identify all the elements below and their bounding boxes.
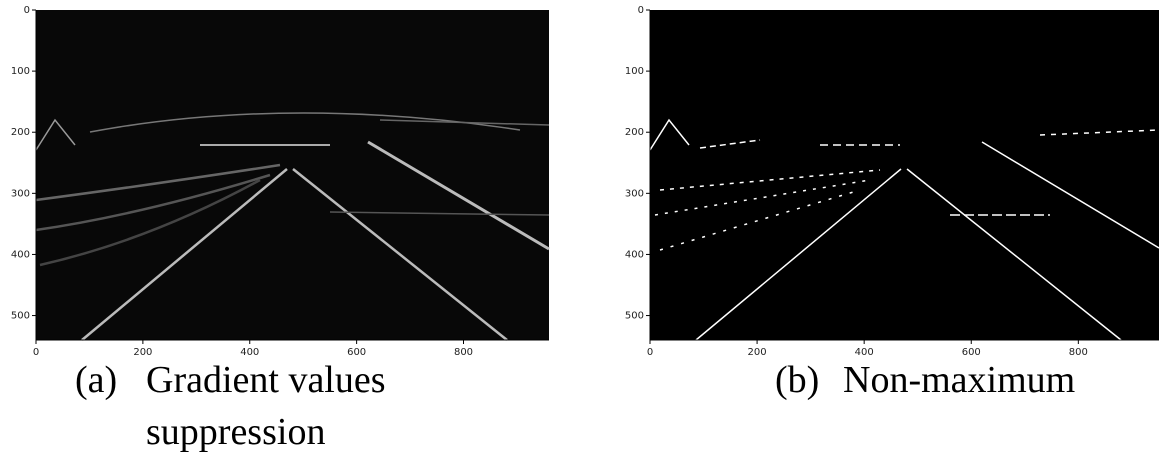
y-tick-label: 400 (625, 249, 644, 260)
image-background (650, 10, 1159, 340)
image-background (36, 10, 549, 340)
y-tick-label: 300 (625, 188, 644, 199)
y-tick-label: 500 (11, 311, 30, 322)
image-b (650, 10, 1159, 340)
figure: (a) Gradient values suppression (b) Non-… (0, 0, 1159, 464)
x-tick-label: 400 (855, 347, 874, 358)
image-a (36, 10, 549, 340)
y-tick-label: 500 (625, 311, 644, 322)
y-tick-label: 400 (11, 249, 30, 260)
y-tick-label: 200 (625, 127, 644, 138)
x-tick-label: 800 (454, 347, 473, 358)
y-tick-label: 300 (11, 188, 30, 199)
caption-line: Gradient values (146, 359, 386, 401)
y-tick-label: 100 (625, 66, 644, 77)
caption-label: (a) (75, 359, 117, 401)
x-tick-label: 800 (1069, 347, 1088, 358)
y-tick-label: 200 (11, 127, 30, 138)
caption-line: Non-maximum (843, 359, 1075, 401)
caption-label: (b) (775, 359, 819, 401)
y-tick-label: 0 (638, 5, 644, 16)
x-tick-label: 600 (347, 347, 366, 358)
x-tick-label: 0 (33, 347, 39, 358)
x-tick-label: 200 (133, 347, 152, 358)
y-tick-label: 100 (11, 66, 30, 77)
y-tick-label: 0 (24, 5, 30, 16)
x-tick-label: 0 (647, 347, 653, 358)
caption-line: suppression (146, 411, 325, 453)
x-tick-label: 400 (240, 347, 259, 358)
x-tick-label: 200 (748, 347, 767, 358)
x-tick-label: 600 (962, 347, 981, 358)
